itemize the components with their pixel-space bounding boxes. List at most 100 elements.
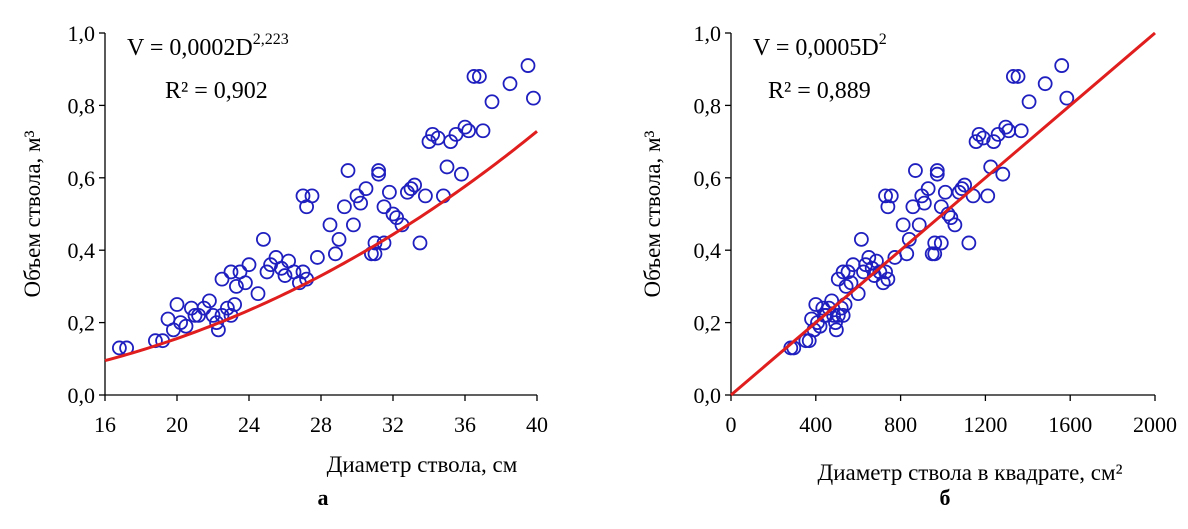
data-point	[995, 166, 1011, 182]
data-point	[975, 130, 991, 146]
y-tick-label: 0,0	[68, 383, 96, 408]
data-point	[322, 217, 338, 233]
data-point	[818, 307, 834, 323]
data-point	[908, 163, 923, 178]
data-point	[367, 246, 383, 262]
x-tick-label: 20	[166, 412, 188, 437]
data-point	[878, 188, 893, 204]
data-point	[412, 235, 428, 251]
data-point	[349, 188, 365, 204]
equation-exponent: 2	[879, 31, 887, 48]
data-point	[340, 163, 356, 178]
y-tick-label: 0,4	[68, 238, 96, 263]
data-point	[371, 166, 387, 182]
data-point	[954, 181, 970, 197]
data-point	[178, 318, 194, 334]
data-point	[453, 166, 469, 182]
equation-base: V = 0,0002D	[127, 35, 253, 61]
data-point	[112, 340, 127, 356]
y-axis-title: Объем ствола, м³	[640, 130, 665, 297]
y-tick-label: 0,2	[694, 311, 722, 336]
data-point	[381, 184, 397, 200]
data-point	[880, 199, 896, 215]
data-point	[475, 123, 491, 139]
data-point	[376, 199, 392, 215]
data-point	[214, 271, 230, 287]
x-tick-label: 28	[310, 412, 332, 437]
data-point	[875, 275, 891, 291]
data-point	[353, 195, 369, 211]
data-point	[830, 307, 846, 323]
data-point	[461, 123, 477, 139]
data-point	[331, 231, 347, 247]
x-axis-title: Диаметр ствола, см	[327, 452, 518, 477]
data-point	[237, 275, 253, 291]
data-point	[971, 126, 987, 142]
y-tick-label: 0,8	[694, 93, 722, 118]
data-point	[201, 293, 217, 309]
data-point	[916, 195, 932, 211]
data-point	[295, 264, 311, 280]
data-point	[228, 278, 244, 294]
data-point	[403, 181, 419, 197]
x-axis-title: Диаметр ствола в квадрате, см²	[818, 460, 1123, 485]
data-point	[187, 307, 203, 323]
data-point	[227, 297, 243, 312]
x-tick-label: 2000	[1133, 412, 1177, 437]
data-point	[407, 177, 423, 193]
data-point	[466, 69, 482, 84]
data-point	[250, 286, 266, 302]
data-point	[911, 217, 927, 233]
data-point	[1013, 123, 1029, 139]
data-point	[929, 166, 945, 182]
trend-line	[730, 31, 1156, 397]
data-point	[417, 188, 433, 204]
data-point	[968, 134, 984, 150]
x-tick-label: 0	[726, 412, 737, 437]
x-tick-label: 800	[884, 412, 917, 437]
equation-label: V = 0,0002D2,223	[127, 31, 289, 61]
data-point	[929, 163, 945, 178]
y-tick-label: 0,6	[68, 166, 96, 191]
x-tick-label: 16	[94, 412, 116, 437]
data-point	[895, 217, 911, 233]
r-squared-label: R² = 0,889	[768, 78, 871, 104]
data-point	[937, 184, 953, 200]
data-point	[304, 188, 320, 204]
data-point	[385, 206, 401, 222]
equation-base: V = 0,0005D	[753, 35, 879, 61]
data-point	[169, 297, 185, 312]
chart-panel-b: 0,0 0,2 0,4 0,6 0,8 1,0 0 400 800 1200 1600 2000 V =…	[640, 21, 1177, 510]
equation-label: V = 0,0005D2	[753, 31, 887, 61]
data-point	[901, 231, 917, 247]
y-tick-label: 1,0	[68, 21, 96, 46]
data-point	[899, 246, 915, 262]
data-point	[471, 69, 487, 84]
data-point	[880, 271, 896, 287]
data-point	[255, 231, 271, 247]
data-point	[961, 235, 977, 251]
data-point	[309, 250, 325, 265]
x-tick-label: 400	[799, 412, 832, 437]
data-point	[1010, 69, 1026, 84]
x-tick-label: 32	[382, 412, 404, 437]
data-point	[986, 134, 1002, 150]
data-point	[878, 264, 893, 280]
data-point	[439, 159, 455, 175]
data-point	[520, 58, 536, 73]
x-tick-label: 1600	[1048, 412, 1092, 437]
y-tick-label: 0,8	[68, 93, 96, 118]
panel-label: б	[940, 485, 951, 510]
panel-label: а	[318, 485, 329, 510]
data-point	[828, 322, 844, 338]
data-point	[1005, 69, 1021, 84]
data-point	[980, 188, 996, 204]
data-point	[920, 181, 936, 197]
data-point	[502, 76, 518, 92]
data-point	[1054, 58, 1070, 73]
data-point	[327, 246, 343, 262]
x-tick-label: 1200	[963, 412, 1007, 437]
trend-line	[104, 130, 538, 363]
data-point	[835, 264, 851, 280]
